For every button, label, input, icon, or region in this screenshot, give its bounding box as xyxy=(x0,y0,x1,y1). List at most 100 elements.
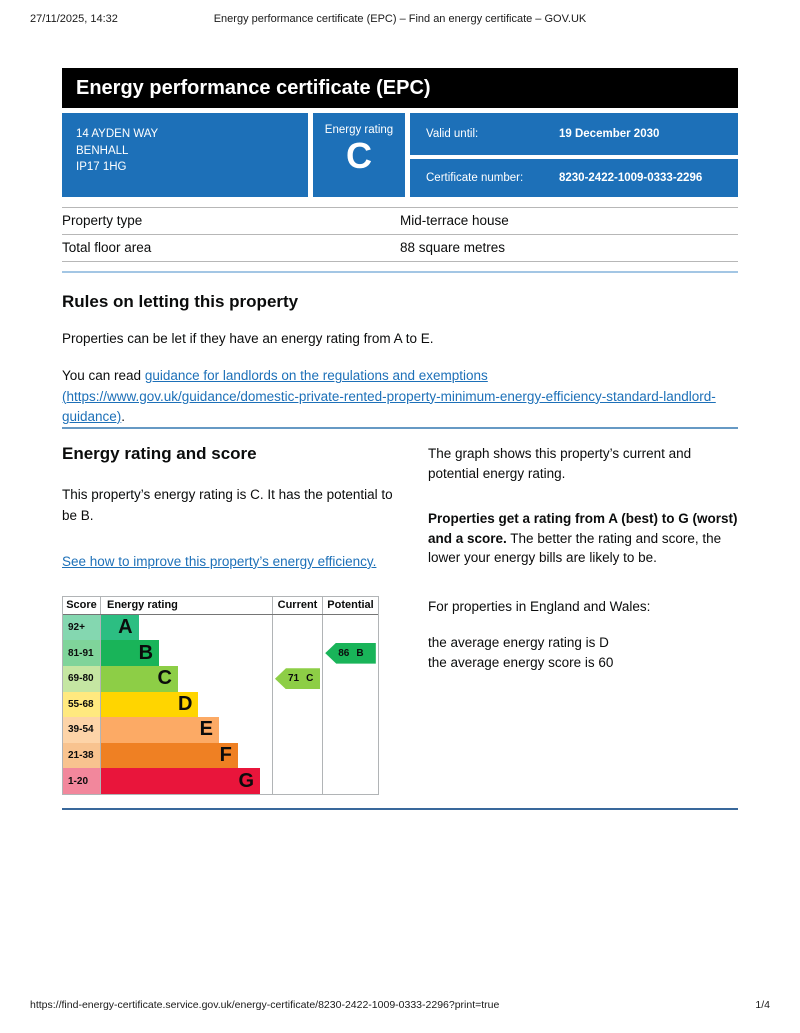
band-score-range: 81-91 xyxy=(63,640,101,666)
print-page-number: 1/4 xyxy=(755,999,770,1011)
band-score-range: 21-38 xyxy=(63,742,101,769)
epc-band-row-g: 1-20 G xyxy=(63,768,378,794)
band-bar-d: D xyxy=(101,691,199,718)
band-bar-f: F xyxy=(101,742,238,769)
potential-cell xyxy=(323,768,378,794)
letting-rules-section: Rules on letting this property Propertie… xyxy=(62,292,738,427)
address-line-3: IP17 1HG xyxy=(76,161,127,174)
rating-explain-rest: The better the rating and score, the low… xyxy=(428,530,722,566)
current-cell: 71 C xyxy=(273,665,323,692)
certificate-number-label: Certificate number: xyxy=(426,172,524,184)
potential-cell xyxy=(323,743,378,769)
average-score-line: the average energy score is 60 xyxy=(428,654,614,670)
epc-band-row-e: 39-54 E xyxy=(63,717,378,743)
potential-cell: 86 B xyxy=(323,640,378,666)
band-bar-b: B xyxy=(101,640,160,666)
band-score-range: 69-80 xyxy=(63,665,101,692)
average-stats: the average energy rating is D the avera… xyxy=(428,633,738,672)
certificate-content: Energy performance certificate (EPC) 14 … xyxy=(62,68,738,810)
page-title: Energy performance certificate (EPC) xyxy=(76,76,431,99)
property-type-value: Mid-terrace house xyxy=(400,207,738,235)
average-rating-line: the average energy rating is D xyxy=(428,635,609,651)
band-bar-cell: E xyxy=(101,717,273,743)
certificate-number-value: 8230-2422-1009-0333-2296 xyxy=(559,172,703,184)
landlord-guidance-link[interactable]: guidance for landlords on the regulation… xyxy=(62,368,716,424)
improve-efficiency-link[interactable]: See how to improve this property’s energ… xyxy=(62,553,377,569)
rating-paragraph: This property’s energy rating is C. It h… xyxy=(62,487,393,523)
letting-paragraph: Properties can be let if they have an en… xyxy=(62,331,434,346)
epc-band-rows: 92+ A 81-91 B 86 B 69-80 C 71 C 55-68 D 39-54 E 21-38 F… xyxy=(63,614,378,794)
epc-band-row-a: 92+ A xyxy=(63,614,378,641)
valid-until-box: Valid until: 19 December 2030 xyxy=(410,113,738,155)
print-document-title: Energy performance certificate (EPC) – F… xyxy=(213,13,587,25)
address-line-1: 14 AYDEN WAY xyxy=(76,128,159,140)
potential-rating-arrow: 86 B xyxy=(325,642,376,664)
band-bar-a: A xyxy=(101,614,139,641)
score-column-header: Score xyxy=(63,596,101,614)
band-bar-cell: G xyxy=(101,768,273,794)
property-type-label: Property type xyxy=(62,207,400,235)
property-address: 14 AYDEN WAY BENHALL IP17 1HG xyxy=(62,113,308,197)
valid-until-label: Valid until: xyxy=(426,128,479,140)
energy-rating-box: Energy rating C xyxy=(313,113,405,197)
band-bar-cell: C xyxy=(101,665,273,692)
print-footer-url: https://find-energy-certificate.service.… xyxy=(30,999,500,1011)
current-cell xyxy=(273,640,323,666)
letting-heading: Rules on letting this property xyxy=(62,292,299,311)
table-row: Property type Mid-terrace house xyxy=(62,207,738,235)
certificate-banner: Energy performance certificate (EPC) xyxy=(62,68,738,108)
current-cell xyxy=(273,691,323,718)
floor-area-value: 88 square metres xyxy=(400,234,738,262)
band-score-range: 92+ xyxy=(63,614,101,641)
epc-band-row-b: 81-91 B 86 B xyxy=(63,640,378,666)
current-cell xyxy=(273,717,323,743)
certificate-summary: 14 AYDEN WAY BENHALL IP17 1HG Energy rat… xyxy=(62,113,738,197)
valid-until-value: 19 December 2030 xyxy=(559,128,660,140)
certificate-number-box: Certificate number: 8230-2422-1009-0333-… xyxy=(410,159,738,197)
energy-rating-label: Energy rating xyxy=(324,124,394,136)
current-cell xyxy=(273,742,323,769)
current-cell xyxy=(273,768,323,794)
energy-rating-value: C xyxy=(346,135,372,176)
validity-stack: Valid until: 19 December 2030 Certificat… xyxy=(410,113,738,197)
rating-score-column: Energy rating and score This property’s … xyxy=(62,444,407,795)
table-row: Total floor area 88 square metres xyxy=(62,234,738,262)
band-bar-cell: A xyxy=(101,614,273,641)
section-divider xyxy=(62,271,738,273)
rating-heading: Energy rating and score xyxy=(62,444,257,463)
band-score-range: 1-20 xyxy=(63,768,101,794)
band-score-range: 39-54 xyxy=(63,717,101,743)
epc-band-row-d: 55-68 D xyxy=(63,691,378,718)
rating-explain-bold: Properties get a rating from A (best) to… xyxy=(428,511,738,546)
potential-column-header: Potential xyxy=(327,599,374,612)
band-bar-g: G xyxy=(101,768,261,794)
floor-area-label: Total floor area xyxy=(62,234,400,262)
section-divider xyxy=(62,427,738,429)
band-score-range: 55-68 xyxy=(63,691,101,718)
rating-column-header: Energy rating xyxy=(101,596,273,614)
guidance-suffix: . xyxy=(121,408,126,424)
band-bar-e: E xyxy=(101,717,219,743)
current-column-header: Current xyxy=(273,596,323,614)
letting-guidance-paragraph: You can read guidance for landlords on t… xyxy=(62,366,722,427)
epc-band-row-c: 69-80 C 71 C xyxy=(63,665,378,692)
band-bar-cell: B xyxy=(101,640,273,666)
potential-cell xyxy=(323,692,378,718)
england-wales-paragraph: For properties in England and Wales: xyxy=(428,598,651,614)
property-details-table: Property type Mid-terrace house Total fl… xyxy=(62,207,738,262)
print-timestamp: 27/11/2025, 14:32 xyxy=(30,13,118,25)
band-bar-cell: F xyxy=(101,742,273,769)
section-divider xyxy=(62,807,738,810)
band-bar-cell: D xyxy=(101,691,273,718)
potential-cell xyxy=(323,666,378,692)
energy-rating-section: Energy rating and score This property’s … xyxy=(62,444,738,795)
rating-explain-paragraph: Properties get a rating from A (best) to… xyxy=(428,509,738,568)
potential-cell xyxy=(323,615,378,641)
epc-band-row-f: 21-38 F xyxy=(63,742,378,769)
rating-explanation-column: The graph shows this property’s current … xyxy=(428,444,738,795)
potential-cell xyxy=(323,717,378,743)
guidance-prefix: You can read xyxy=(62,368,145,384)
graph-intro-paragraph: The graph shows this property’s current … xyxy=(428,446,692,481)
epc-chart-header: Score Energy rating Current Potential xyxy=(63,596,378,615)
